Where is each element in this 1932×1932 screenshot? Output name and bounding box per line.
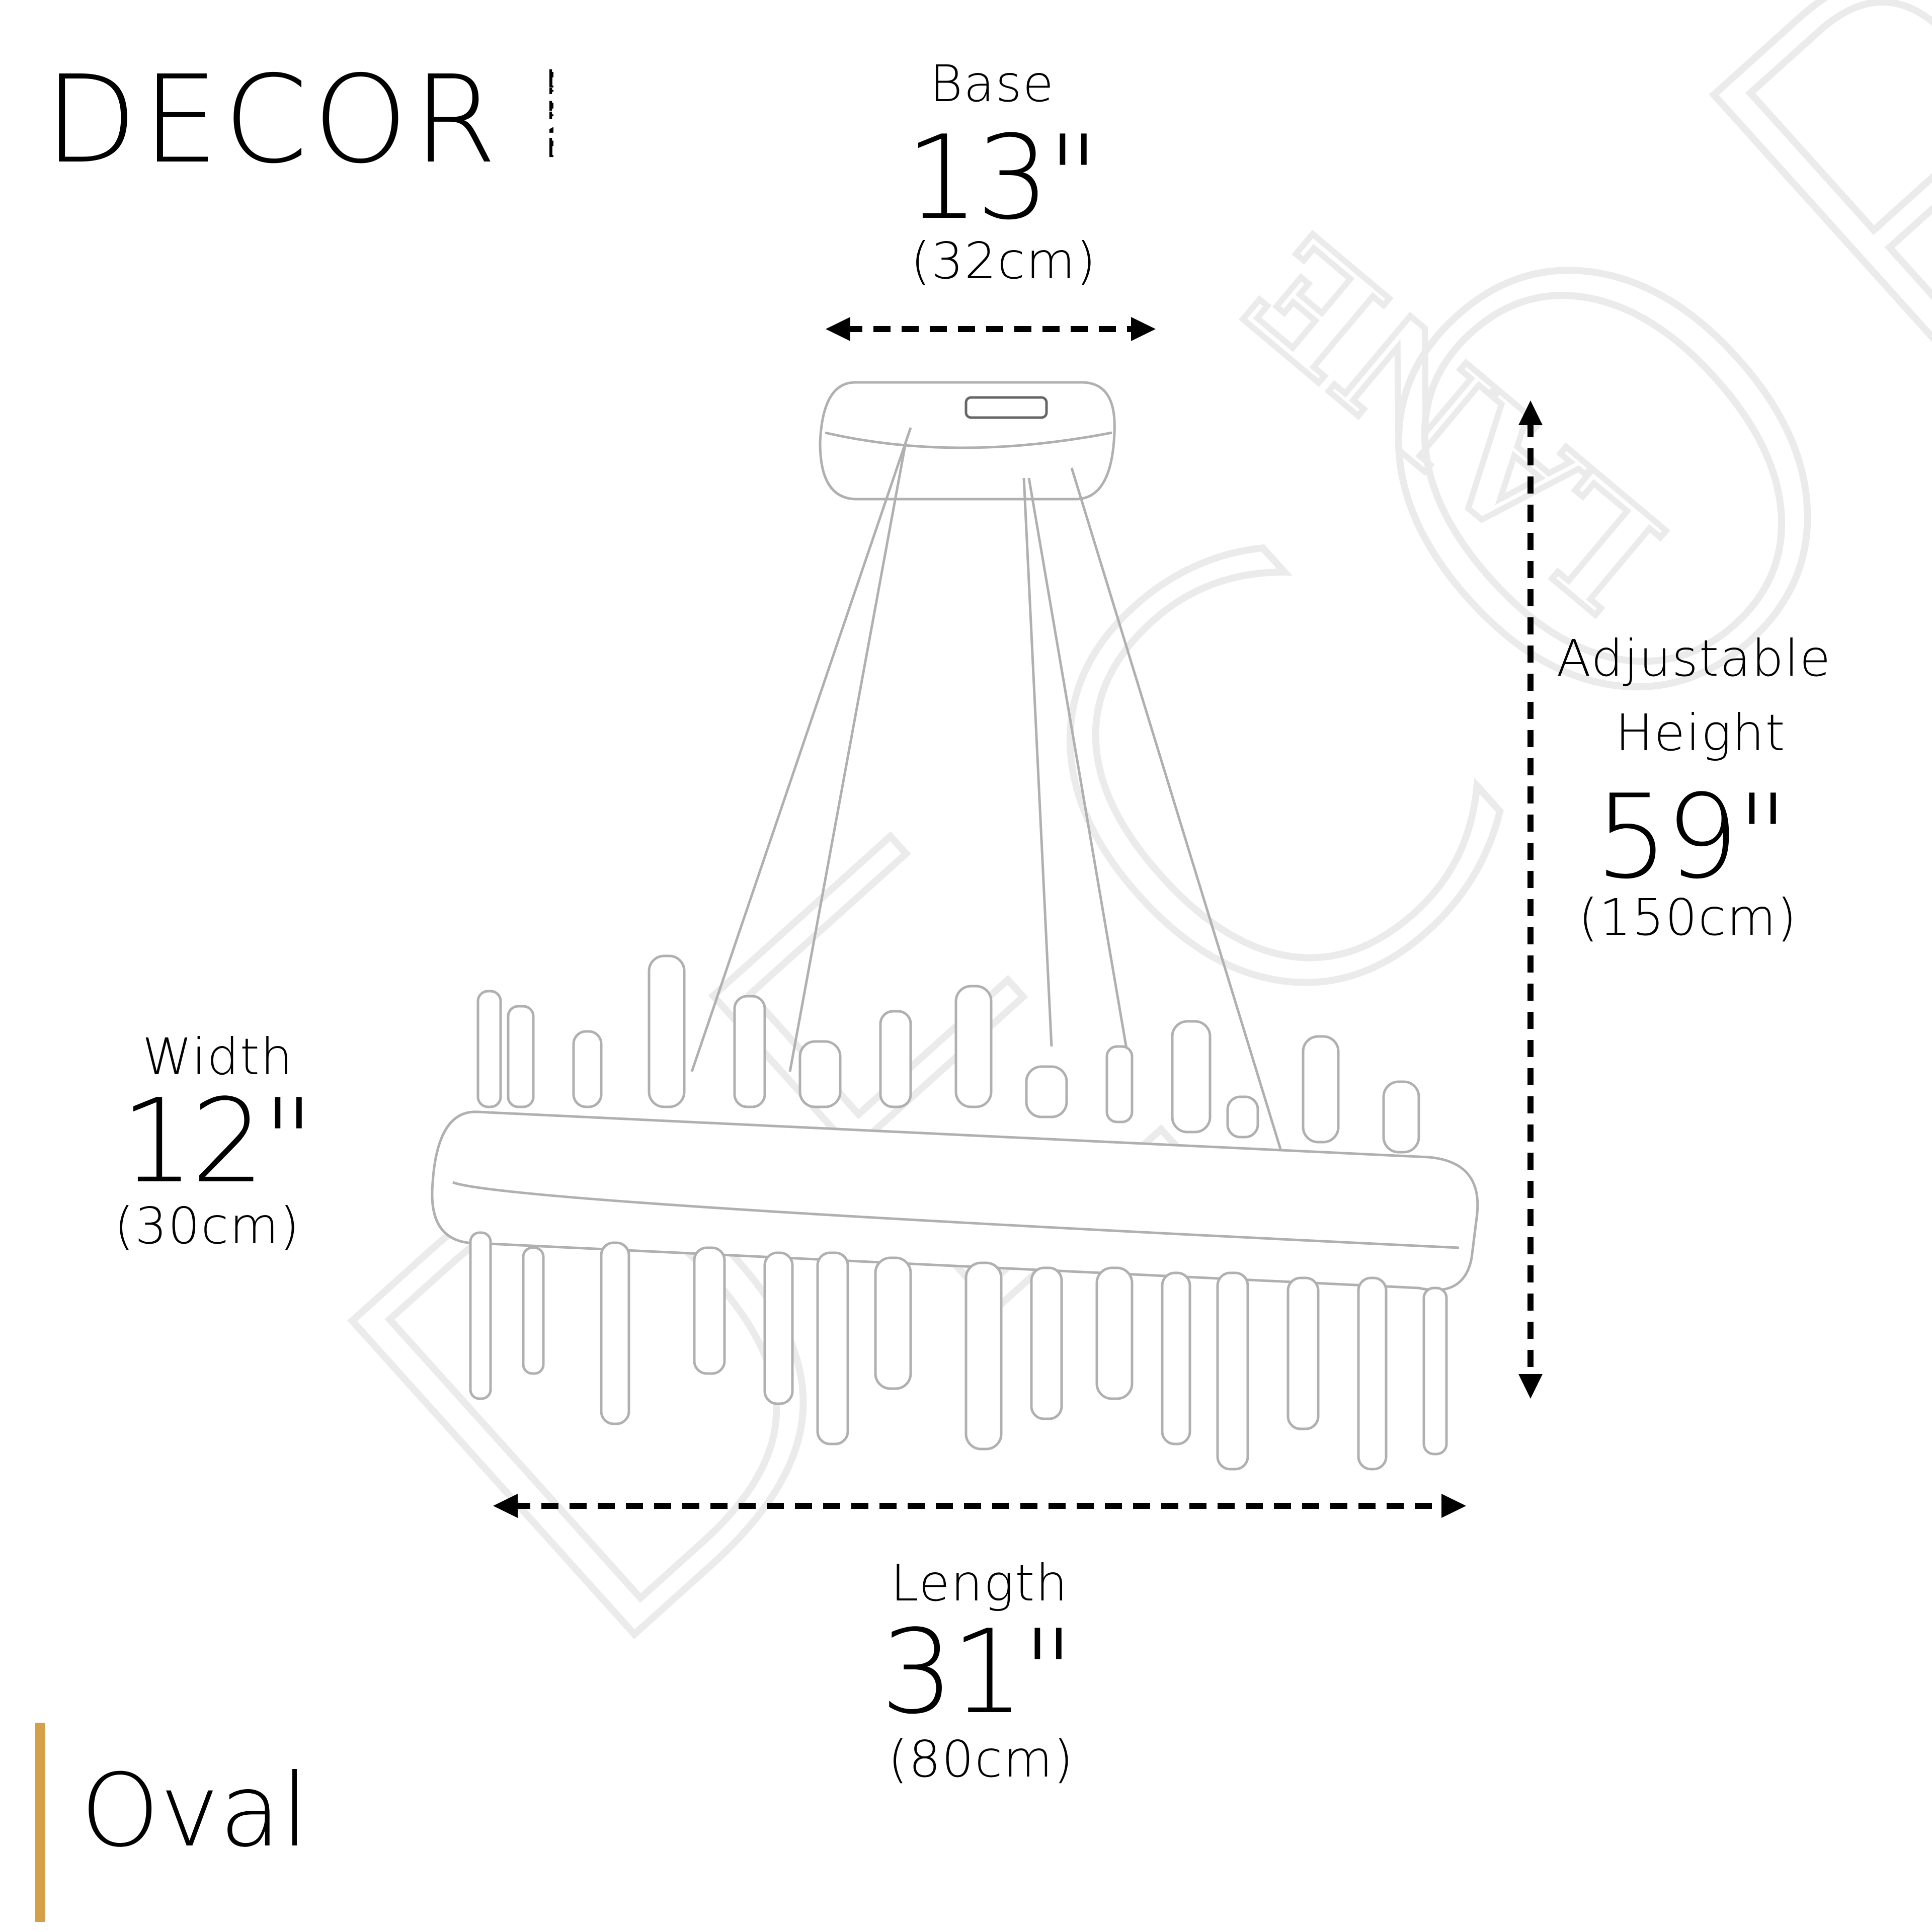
suspension-wire [1022, 477, 1053, 1047]
length-inches: 31" [880, 1605, 1075, 1740]
chandelier-sketch [431, 381, 1479, 1471]
suspension-wire [1070, 467, 1284, 1158]
height-label-line1: Adjustable [1556, 629, 1832, 688]
height-label-line2: Height [1615, 703, 1786, 762]
length-label: Length [891, 1554, 1069, 1613]
height-arrow [1518, 400, 1543, 1399]
base-inches: 13" [905, 111, 1100, 246]
width-label: Width [142, 1027, 294, 1086]
brand-logo: DECOR [44, 49, 502, 190]
base-width-arrow [826, 317, 1156, 341]
suspension-wire [1027, 477, 1129, 1052]
length-cm: (80cm) [888, 1730, 1074, 1789]
svg-text:LANE: LANE [539, 68, 553, 158]
oval-ring [431, 1110, 1479, 1292]
width-cm: (30cm) [114, 1196, 300, 1255]
height-inches: 59" [1594, 770, 1789, 905]
height-cm: (150cm) [1578, 888, 1798, 947]
accent-bar [35, 1723, 45, 1922]
suspension-wire [690, 427, 912, 1072]
suspension-wire [788, 442, 907, 1072]
lower-crystals [469, 1231, 1448, 1471]
base-cm: (32cm) [911, 231, 1097, 290]
upper-crystals [476, 954, 1420, 1154]
brand-logo-lane: LANE [539, 68, 553, 158]
length-arrow [493, 1494, 1466, 1518]
shape-label: Oval [80, 1752, 309, 1870]
dimension-arrows [493, 317, 1543, 1518]
width-inches: 12" [120, 1075, 315, 1209]
base-label: Base [929, 54, 1055, 113]
